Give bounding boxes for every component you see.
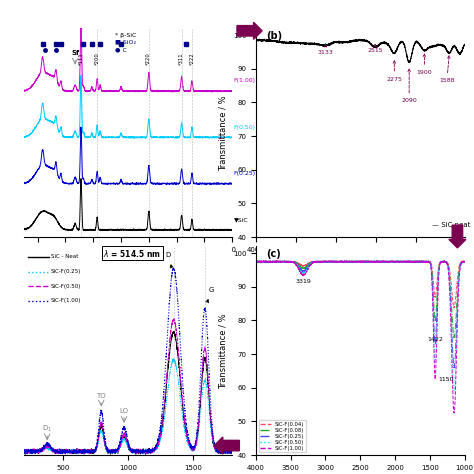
Text: F(0.25): F(0.25) [234,171,256,176]
Text: LO: LO [119,408,128,414]
Text: *220: *220 [146,53,151,65]
Text: 3319: 3319 [295,280,311,284]
Text: 1150: 1150 [438,377,454,382]
Text: ▼SiC: ▼SiC [234,217,248,222]
Legend: SiC-F(0.04), SiC-F(0.08), SiC-F(0.25), SiC-F(0.50), SiC-F(1.00): SiC-F(0.04), SiC-F(0.08), SiC-F(0.25), S… [259,420,306,452]
Text: ■ SiO₂: ■ SiO₂ [116,40,137,45]
Text: *311: *311 [179,53,184,65]
Text: — SiC neat: — SiC neat [432,222,471,228]
Text: D: D [166,253,173,268]
Text: 2275: 2275 [386,61,402,82]
Text: *111: *111 [79,53,83,65]
Y-axis label: Transmittance / %: Transmittance / % [218,313,227,389]
Text: (b): (b) [266,31,283,41]
Text: 1588: 1588 [439,55,455,83]
Text: SiC-F(0.25): SiC-F(0.25) [51,269,81,274]
Text: $\lambda$ = 514.5 nm: $\lambda$ = 514.5 nm [103,248,161,259]
Text: (c): (c) [266,249,281,259]
Text: 1422: 1422 [427,337,443,342]
Text: 2090: 2090 [401,69,417,103]
Text: D$_1$: D$_1$ [42,424,52,435]
Text: *200: *200 [95,53,100,65]
Text: ● C: ● C [116,47,128,52]
X-axis label: Wavenumber / cm$^{-1}$: Wavenumber / cm$^{-1}$ [317,258,404,271]
Text: 3133: 3133 [318,44,333,55]
Text: Sf: Sf [71,50,79,56]
Text: TO: TO [96,393,106,399]
Text: SiC-F(0.50): SiC-F(0.50) [51,283,81,289]
Text: G: G [206,287,214,303]
Text: SiC-F(1.00): SiC-F(1.00) [51,298,81,303]
Text: SiC - Neat: SiC - Neat [51,255,78,259]
X-axis label: 2$\theta$ / degrees: 2$\theta$ / degrees [101,258,155,271]
Y-axis label: Transmittance / %: Transmittance / % [218,95,227,171]
Text: 2515: 2515 [367,45,383,53]
Text: F(1.00): F(1.00) [234,78,255,83]
Text: *222: *222 [190,53,194,65]
Text: 1900: 1900 [417,54,432,75]
Text: * β-SiC: * β-SiC [116,33,137,37]
Text: F(0.50): F(0.50) [234,125,255,129]
